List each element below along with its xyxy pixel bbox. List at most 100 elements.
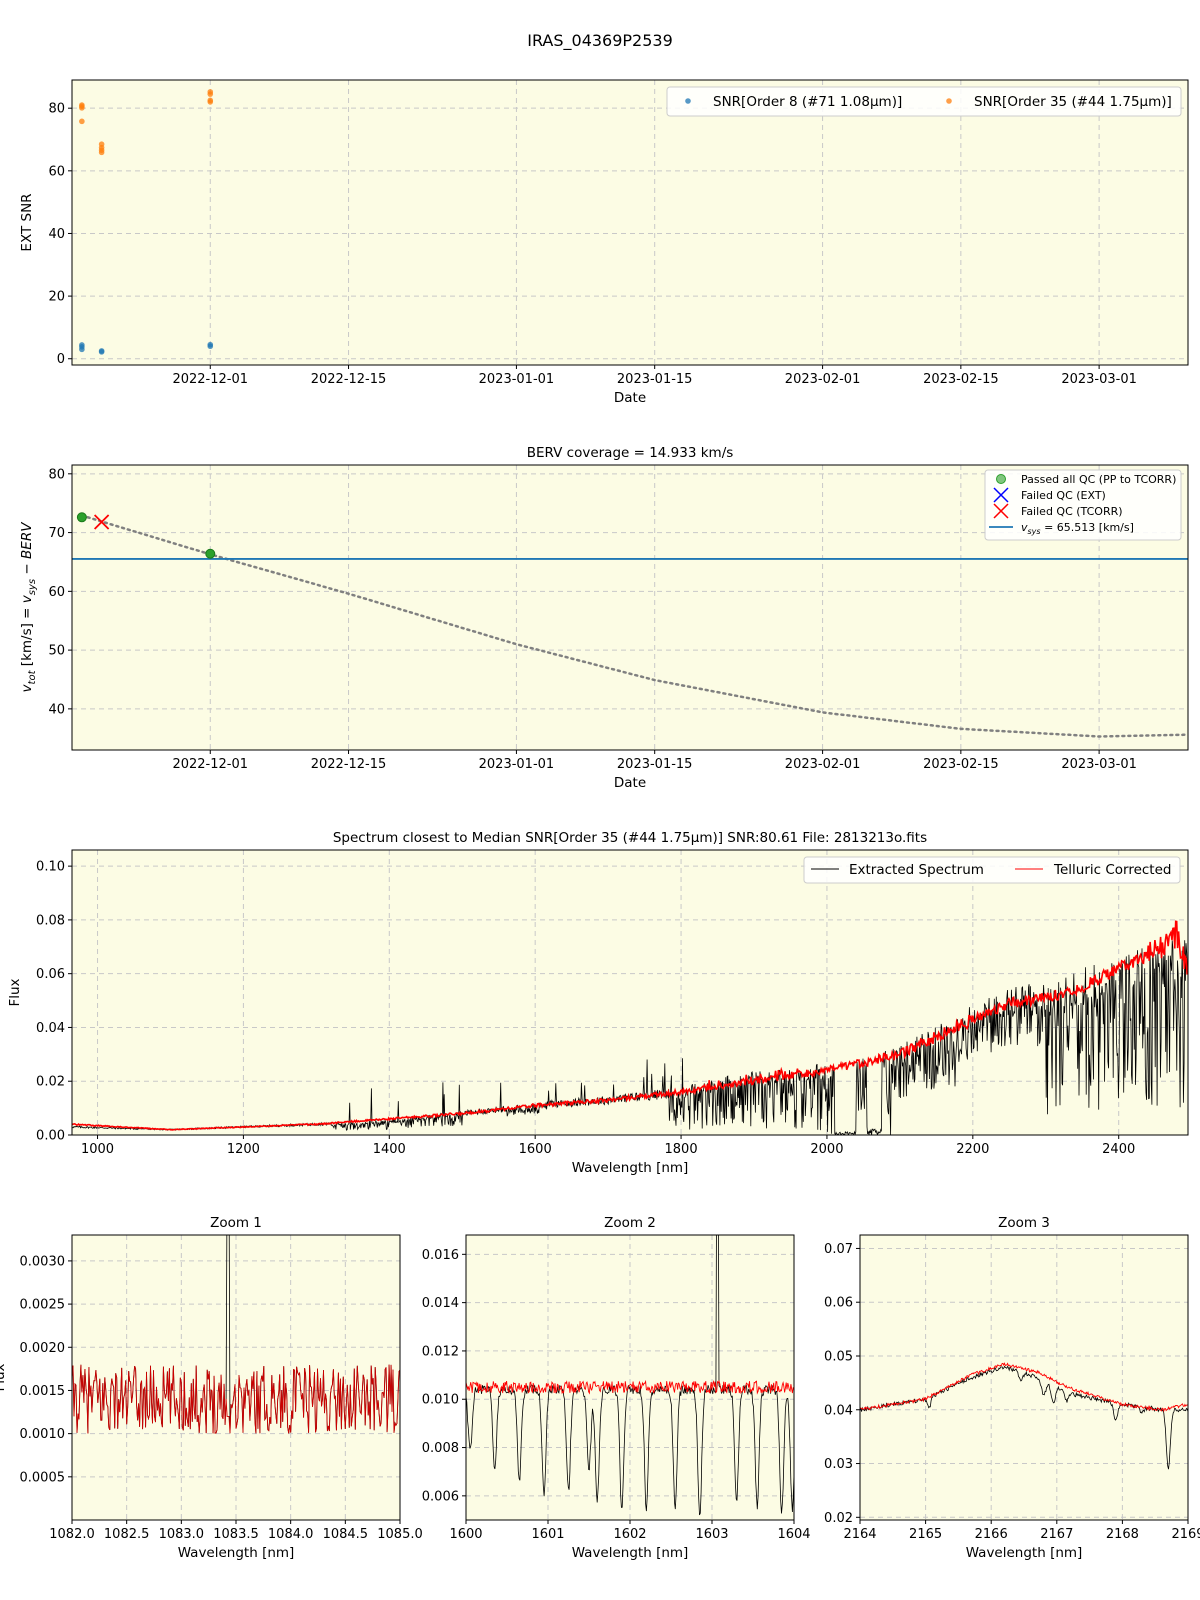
zoom1-xtick-label: 1084.0 xyxy=(268,1527,314,1542)
snr-background xyxy=(72,80,1188,365)
spectrum-legend: Extracted Spectrum Telluric Corrected xyxy=(803,856,1181,884)
zoom3-ytick-label: 0.03 xyxy=(824,1457,853,1472)
berv-ylabel-part: tot xyxy=(27,669,38,684)
berv-ylabel-part: − xyxy=(19,559,35,579)
snr-xtick-label: 2023-02-15 xyxy=(923,372,999,387)
berv-legend-box xyxy=(984,469,1182,541)
zoom1-xtick-label: 1083.5 xyxy=(213,1527,259,1542)
zoom2-xtick-label: 1604 xyxy=(777,1527,810,1542)
spectrum-background xyxy=(72,850,1188,1135)
spectrum-xtick-label: 1000 xyxy=(81,1142,114,1157)
snr-legend-marker xyxy=(685,98,691,104)
zoom3-xtick-label: 2165 xyxy=(909,1527,942,1542)
berv-curve xyxy=(80,514,1188,738)
zoom2-ytick-label: 0.008 xyxy=(422,1441,459,1456)
snr-point-0 xyxy=(207,341,214,348)
snr-ytick-label: 0 xyxy=(57,352,65,367)
clip-snr-plot-area xyxy=(79,89,214,355)
berv-legend-passed-marker xyxy=(996,474,1006,484)
berv-legend-tcorr-marker xyxy=(993,503,1009,519)
berv-ytick-label: 80 xyxy=(48,467,65,482)
snr-point-1 xyxy=(79,102,85,108)
zoom2-telluric-line xyxy=(466,1379,794,1395)
spectrum-telluric-line xyxy=(72,920,1188,1131)
berv-legend-ext-marker xyxy=(993,487,1009,503)
zoom3-frame xyxy=(859,1234,1189,1521)
clip-spec-plot-area xyxy=(72,920,1188,1135)
berv-xtick-label: 2023-01-15 xyxy=(617,757,693,772)
berv-xtick-label: 2023-02-15 xyxy=(923,757,999,772)
berv-legend-vsys-symbol: v xyxy=(1021,521,1028,534)
berv-ytick-label: 60 xyxy=(48,585,65,600)
berv-xtick-label: 2023-03-01 xyxy=(1061,757,1137,772)
spectrum-xlabel: Wavelength [nm] xyxy=(572,1160,689,1176)
zoom2-extracted-line xyxy=(466,1235,794,1516)
berv-ylabel-part: sys xyxy=(27,579,38,595)
berv-legend-label: Failed QC (EXT) xyxy=(1021,489,1106,502)
spectrum-legend-label: Extracted Spectrum xyxy=(849,862,984,878)
zoom3-ytick-label: 0.04 xyxy=(824,1403,853,1418)
snr-xtick-label: 2022-12-15 xyxy=(311,372,387,387)
spectrum-ylabel: Flux xyxy=(7,978,23,1006)
spectrum-ytick-label: 0.06 xyxy=(36,967,65,982)
snr-xlabel: Date xyxy=(614,390,646,406)
spectrum-xtick-label: 2200 xyxy=(956,1142,989,1157)
snr-point-0 xyxy=(79,342,85,348)
zoom3-xtick-label: 2168 xyxy=(1106,1527,1139,1542)
spectrum-xtick-label: 2400 xyxy=(1102,1142,1135,1157)
zoom3-ytick-label: 0.07 xyxy=(824,1242,853,1257)
berv-ylabel: vtot [km/s] = vsys − BERV xyxy=(19,521,38,693)
spectrum-legend-box xyxy=(803,856,1181,884)
spectrum-xtick-label: 1600 xyxy=(519,1142,552,1157)
snr-xtick-label: 2023-01-01 xyxy=(479,372,555,387)
zoom3-title: Zoom 3 xyxy=(998,1215,1050,1231)
spectrum-title: Spectrum closest to Median SNR[Order 35 … xyxy=(333,830,927,846)
spectrum-frame xyxy=(71,849,1189,1136)
zoom2-title: Zoom 2 xyxy=(604,1215,656,1231)
berv-failed-tcorr-point xyxy=(93,514,110,530)
zoom3-xtick-label: 2167 xyxy=(1040,1527,1073,1542)
berv-legend-label: Failed QC (TCORR) xyxy=(1021,505,1123,518)
berv-legend-label: vsys = 65.513 [km/s] xyxy=(1021,521,1134,536)
spectrum-legend-label: Telluric Corrected xyxy=(1053,862,1171,878)
berv-ytick-label: 70 xyxy=(48,526,65,541)
zoom1-xlabel: Wavelength [nm] xyxy=(178,1545,295,1561)
zoom3-ytick-label: 0.02 xyxy=(824,1511,853,1526)
zoom2-xtick-label: 1602 xyxy=(613,1527,646,1542)
zoom1-ytick-label: 0.0030 xyxy=(20,1254,66,1269)
zoom2-ytick-label: 0.010 xyxy=(422,1393,459,1408)
berv-ytick-label: 50 xyxy=(48,644,65,659)
zoom3-xtick-label: 2166 xyxy=(975,1527,1008,1542)
zoom1-ytick-label: 0.0025 xyxy=(20,1298,66,1313)
zoom2-ytick-label: 0.014 xyxy=(422,1296,459,1311)
zoom3-telluric-line xyxy=(860,1362,1188,1413)
berv-ylabel-part: BERV xyxy=(19,521,35,559)
zoom2-ytick-label: 0.006 xyxy=(422,1489,459,1504)
berv-legend: Passed all QC (PP to TCORR) Failed QC (EX… xyxy=(984,469,1182,541)
snr-legend: SNR[Order 8 (#71 1.08μm)] SNR[Order 35 (#… xyxy=(666,86,1182,117)
clip-berv-plot-area xyxy=(72,512,1188,738)
zoom1-xtick-label: 1082.5 xyxy=(104,1527,150,1542)
zoom3-ytick-label: 0.06 xyxy=(824,1296,853,1311)
berv-legend-label: Passed all QC (PP to TCORR) xyxy=(1021,473,1176,486)
spectrum-xtick-label: 1200 xyxy=(227,1142,260,1157)
snr-legend-label: SNR[Order 35 (#44 1.75μm)] xyxy=(974,94,1172,110)
zoom3-xlabel: Wavelength [nm] xyxy=(966,1545,1083,1561)
zoom1-ytick-label: 0.0005 xyxy=(20,1470,66,1485)
zoom3-xtick-label: 2164 xyxy=(843,1527,876,1542)
snr-point-1 xyxy=(207,97,214,104)
berv-ylabel-part: v xyxy=(19,594,35,603)
snr-ylabel: EXT SNR xyxy=(19,193,35,251)
zoom2-xlabel: Wavelength [nm] xyxy=(572,1545,689,1561)
zoom2-panel: 1600 1601 1602 1603 1604 0.006 0.008 0.010 0.012… xyxy=(422,1215,811,1561)
snr-legend-box xyxy=(666,86,1182,117)
berv-title: BERV coverage = 14.933 km/s xyxy=(527,445,734,461)
zoom2-xtick-label: 1603 xyxy=(695,1527,728,1542)
spectrum-xtick-label: 1800 xyxy=(665,1142,698,1157)
zoom2-ytick-label: 0.012 xyxy=(422,1344,459,1359)
spectrum-ytick-label: 0.02 xyxy=(36,1075,65,1090)
snr-xtick-label: 2023-02-01 xyxy=(785,372,861,387)
berv-xtick-label: 2023-01-01 xyxy=(479,757,555,772)
zoom1-title: Zoom 1 xyxy=(210,1215,262,1231)
spectrum-ytick-label: 0.00 xyxy=(36,1129,65,1144)
